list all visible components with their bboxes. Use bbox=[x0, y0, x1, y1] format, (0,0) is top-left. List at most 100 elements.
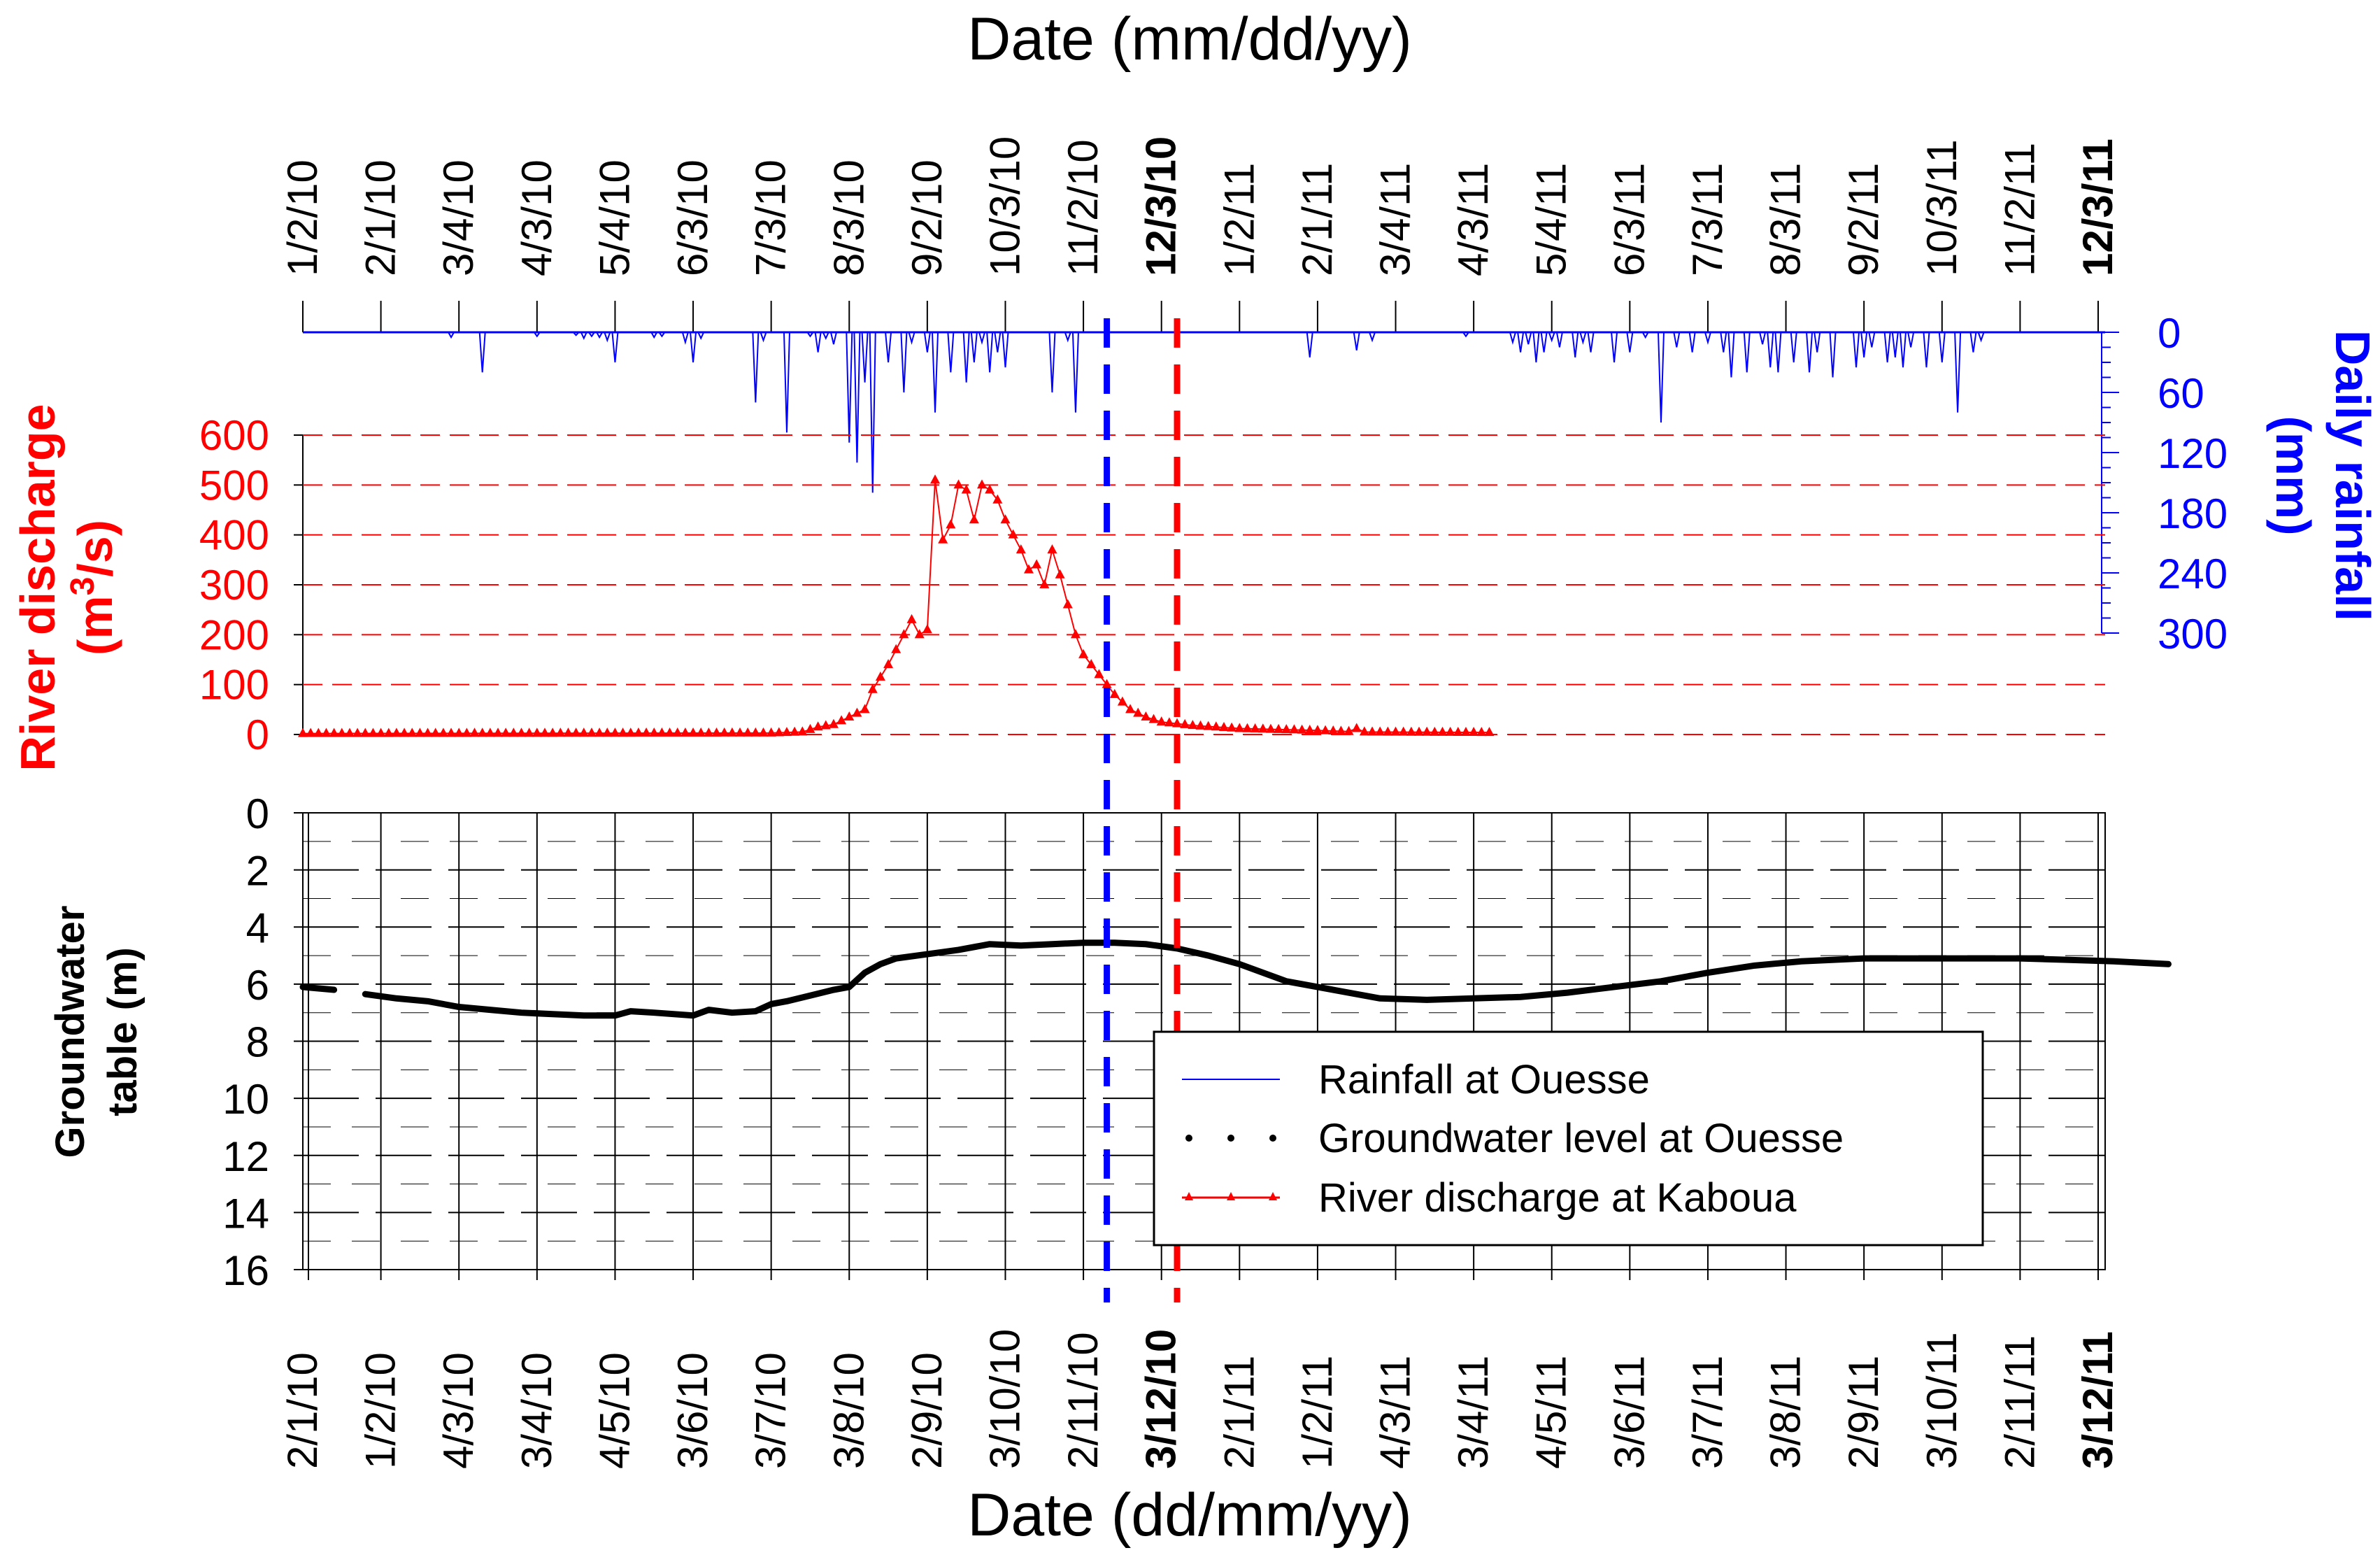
discharge-marker bbox=[985, 484, 995, 494]
discharge-marker bbox=[875, 671, 885, 681]
top-tick-label: 6/3/10 bbox=[669, 159, 716, 276]
groundwater-tick-label: 0 bbox=[246, 790, 269, 837]
legend-groundwater-dot bbox=[1227, 1135, 1234, 1142]
discharge-marker bbox=[1344, 725, 1354, 735]
discharge-marker bbox=[1070, 629, 1081, 639]
rainfall-spike bbox=[1306, 332, 1313, 357]
discharge-marker bbox=[1476, 727, 1487, 737]
discharge-marker bbox=[641, 727, 652, 737]
discharge-marker bbox=[1250, 723, 1260, 733]
rainfall-spike bbox=[885, 332, 892, 363]
legend-groundwater-dot bbox=[1269, 1135, 1276, 1142]
discharge-marker bbox=[618, 727, 628, 737]
bottom-tick-label: 3/8/11 bbox=[1762, 1356, 1809, 1469]
rainfall-spike bbox=[1720, 332, 1727, 353]
discharge-marker bbox=[1257, 723, 1268, 733]
rainfall-tick-label: 120 bbox=[2158, 430, 2228, 477]
discharge-marker bbox=[969, 514, 979, 524]
rainfall-spike bbox=[1579, 332, 1587, 346]
discharge-marker bbox=[1383, 726, 1393, 736]
discharge-marker bbox=[1039, 579, 1050, 588]
top-tick-label: 12/3/10 bbox=[1138, 136, 1185, 276]
rainfall-spike bbox=[752, 332, 760, 403]
discharge-marker bbox=[914, 629, 925, 639]
rainfall-spike bbox=[861, 332, 869, 383]
discharge-marker bbox=[1117, 696, 1127, 706]
top-tick-label: 8/3/11 bbox=[1762, 163, 1809, 276]
discharge-marker bbox=[407, 727, 418, 737]
bottom-tick-label: 3/4/10 bbox=[513, 1352, 560, 1469]
rainfall-spike bbox=[783, 332, 790, 433]
discharge-marker bbox=[321, 727, 332, 737]
rainfall-spike bbox=[1064, 332, 1071, 343]
rainfall-spike bbox=[1774, 332, 1782, 373]
legend-discharge-marker bbox=[1227, 1192, 1235, 1200]
rainfall-spike bbox=[994, 332, 1002, 353]
discharge-marker bbox=[329, 727, 339, 737]
bottom-tick-label: 3/10/10 bbox=[981, 1329, 1028, 1469]
bottom-tick-label: 4/5/10 bbox=[591, 1352, 638, 1469]
bottom-tick-label: 4/3/11 bbox=[1372, 1356, 1419, 1469]
discharge-marker bbox=[1453, 726, 1463, 736]
bottom-tick-label: 2/9/10 bbox=[904, 1352, 950, 1469]
discharge-marker bbox=[1055, 569, 1065, 578]
discharge-marker bbox=[1047, 544, 1057, 554]
top-tick-label: 5/4/10 bbox=[591, 159, 638, 276]
rainfall-spike bbox=[1727, 332, 1735, 378]
discharge-marker bbox=[1367, 726, 1378, 736]
rainfall-tick-label: 180 bbox=[2158, 490, 2228, 537]
discharge-marker bbox=[415, 727, 425, 737]
discharge-marker bbox=[1016, 544, 1026, 554]
discharge-marker bbox=[664, 727, 675, 737]
discharge-marker bbox=[820, 720, 831, 730]
rainfall-spike bbox=[970, 332, 978, 363]
rainfall-spike bbox=[690, 332, 697, 363]
bottom-tick-label: 4/3/10 bbox=[435, 1352, 482, 1469]
rainfall-axis-title-line2: (mm) bbox=[2266, 416, 2321, 535]
bottom-tick-label: 1/2/11 bbox=[1294, 1356, 1341, 1469]
groundwater-axis-title-line1: Groundwater bbox=[48, 906, 93, 1158]
discharge-marker bbox=[1437, 726, 1448, 736]
discharge-marker bbox=[1398, 726, 1409, 736]
discharge-marker bbox=[1141, 711, 1151, 721]
top-tick-label: 11/2/11 bbox=[1996, 143, 2043, 276]
rainfall-spike bbox=[986, 332, 994, 373]
discharge-marker bbox=[680, 727, 690, 737]
discharge-marker bbox=[625, 727, 636, 737]
bottom-tick-label: 2/11/10 bbox=[1060, 1332, 1106, 1469]
discharge-marker bbox=[727, 727, 737, 737]
rainfall-spike bbox=[1688, 332, 1696, 353]
discharge-marker bbox=[501, 727, 511, 737]
rainfall-tick-label: 0 bbox=[2158, 310, 2181, 357]
top-tick-label: 3/4/10 bbox=[435, 159, 482, 276]
rainfall-spike bbox=[534, 332, 541, 338]
discharge-unit-sup: 3 bbox=[64, 577, 101, 596]
discharge-marker bbox=[469, 727, 480, 737]
groundwater-tick-label: 6 bbox=[246, 962, 269, 1009]
rainfall-spike bbox=[1525, 332, 1532, 345]
discharge-marker bbox=[438, 727, 448, 737]
legend-discharge-swatch bbox=[1182, 1192, 1280, 1200]
discharge-marker bbox=[743, 727, 753, 737]
discharge-marker bbox=[344, 727, 355, 737]
discharge-marker bbox=[539, 727, 550, 737]
rainfall-spike bbox=[1353, 332, 1360, 350]
rainfall-spike bbox=[650, 332, 658, 339]
discharge-marker bbox=[860, 704, 870, 713]
discharge-marker bbox=[1460, 727, 1471, 737]
rainfall-spike bbox=[588, 332, 595, 338]
discharge-marker bbox=[1125, 704, 1136, 713]
discharge-marker bbox=[1195, 720, 1206, 730]
discharge-marker bbox=[961, 484, 971, 494]
discharge-marker bbox=[1406, 726, 1416, 736]
rainfall-spike bbox=[1969, 332, 1977, 353]
groundwater-tick-label: 4 bbox=[246, 904, 269, 951]
discharge-tick-label: 600 bbox=[199, 412, 269, 459]
discharge-marker bbox=[774, 727, 784, 737]
rainfall-spike bbox=[604, 332, 611, 343]
rainfall-axis-title-line1: Daily rainfall bbox=[2325, 330, 2380, 621]
discharge-tick-label: 100 bbox=[199, 662, 269, 709]
rainfall-spike bbox=[1743, 332, 1751, 373]
discharge-unit-prefix: (m bbox=[68, 595, 122, 655]
bottom-tick-label: 3/12/10 bbox=[1138, 1329, 1185, 1469]
